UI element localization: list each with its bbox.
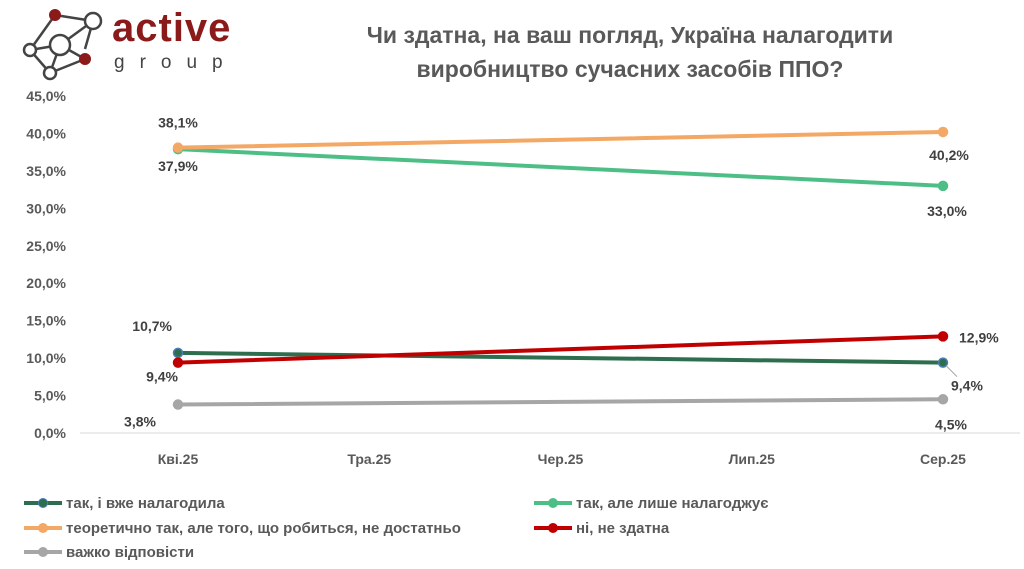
y-tick-label: 0,0%: [34, 425, 66, 441]
legend-item: важко відповісти: [22, 543, 194, 561]
x-tick-label: Чер.25: [538, 451, 584, 467]
data-label: 12,9%: [959, 329, 999, 345]
series-line: [176, 397, 945, 407]
data-point: [172, 357, 184, 368]
y-tick-label: 15,0%: [26, 313, 66, 329]
y-tick-label: 35,0%: [26, 163, 66, 179]
x-tick-label: Кві.25: [158, 451, 199, 467]
data-point: [937, 394, 949, 405]
data-label: 37,9%: [158, 158, 198, 174]
data-label: 9,4%: [951, 378, 983, 394]
y-tick-label: 5,0%: [34, 388, 66, 404]
data-point: [937, 126, 949, 138]
x-tick-label: Сер.25: [920, 451, 966, 467]
logo-word-active: active: [112, 6, 232, 50]
data-point: [937, 180, 949, 192]
legend-swatch-icon: [24, 498, 62, 508]
leader-line: [945, 365, 958, 377]
series-line: [176, 350, 945, 365]
data-label: 4,5%: [935, 416, 967, 432]
legend-item: теоретично так, але того, що робиться, н…: [22, 519, 461, 537]
legend-label: ні, не здатна: [576, 519, 670, 537]
data-point: [172, 399, 184, 410]
x-tick-label: Лип.25: [729, 451, 776, 467]
y-tick-label: 30,0%: [26, 200, 66, 216]
y-tick-label: 45,0%: [26, 88, 66, 104]
y-tick-label: 20,0%: [26, 275, 66, 291]
y-tick-label: 40,0%: [26, 125, 66, 141]
data-label: 9,4%: [146, 369, 178, 385]
data-label: 40,2%: [929, 147, 969, 163]
y-tick-label: 25,0%: [26, 238, 66, 254]
data-label: 33,0%: [927, 203, 967, 219]
logo-graphic: [22, 9, 103, 81]
legend-item: так, але лише налагоджує: [532, 494, 769, 512]
data-label: 3,8%: [124, 414, 156, 430]
legend-item: ні, не здатна: [532, 519, 669, 537]
legend-label: так, але лише налагоджує: [576, 494, 769, 512]
logo-word-group: group: [114, 52, 238, 73]
legend-swatch-icon: [534, 498, 572, 508]
series-line: [176, 129, 945, 150]
legend-label: так, і вже налагодила: [66, 494, 225, 512]
plot-area: 0,0% 5,0% 10,0% 15,0% 20,0% 25,0% 30,0% 35,0% 40…: [26, 88, 1020, 467]
legend-swatch-icon: [534, 523, 572, 533]
legend-item: так, і вже налагодила: [22, 494, 225, 512]
series-line: [176, 147, 945, 188]
chart-title: Чи здатна, на ваш погляд, Україна налаго…: [366, 22, 894, 82]
data-point: [172, 347, 184, 359]
y-tick-label: 10,0%: [26, 350, 66, 366]
data-label: 10,7%: [132, 318, 172, 334]
x-tick-label: Тра.25: [347, 451, 391, 467]
legend-swatch-icon: [24, 523, 62, 533]
series-line: [176, 334, 945, 365]
data-label: 38,1%: [158, 115, 198, 131]
data-point: [937, 357, 949, 368]
data-point: [937, 331, 949, 342]
legend-label: важко відповісти: [66, 543, 195, 561]
data-point: [172, 142, 184, 153]
legend-label: теоретично так, але того, що робиться, н…: [66, 519, 461, 537]
legend-swatch-icon: [24, 547, 62, 557]
